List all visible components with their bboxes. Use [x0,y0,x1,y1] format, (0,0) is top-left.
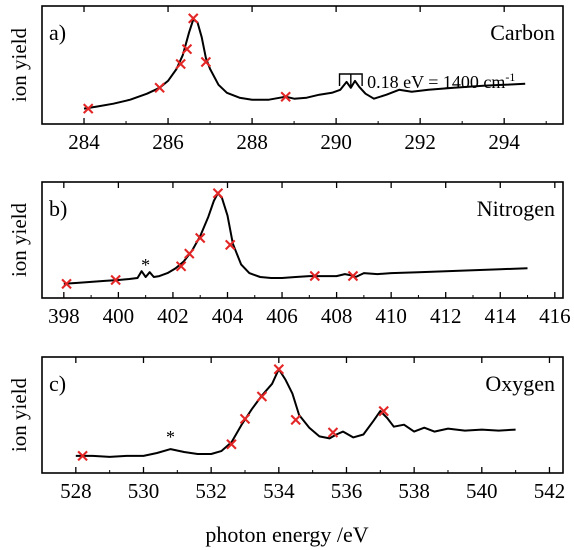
panel-2-x-tick-label: 408 [321,304,353,328]
panel-1-x-tick-label: 286 [152,130,184,154]
panel-2-label: b) [49,196,67,221]
panel-1-x-tick-label: 294 [488,130,520,154]
panel-3-marker-x [273,363,285,375]
panel-2-x-tick-label: 414 [485,304,517,328]
panel-2-series-line-1 [63,192,528,285]
panel-1-x-tick-label: 292 [404,130,436,154]
panel-3-x-tick-label: 536 [331,479,363,503]
panel-3-marker-x [256,391,268,402]
panel-3-marker-x [290,414,301,426]
panel-1-x-tick-label: 284 [68,130,100,154]
panel-3-x-tick-label: 542 [534,479,566,503]
panel-1-marker-x [175,58,186,70]
panel-2-marker-x [110,274,121,286]
panel-1-marker-x [200,56,212,68]
panel-3-marker-x [327,427,339,438]
panel-3-x-tick-label: 532 [195,479,227,503]
panel-3-marker-x [239,413,251,425]
panel-2-x-tick-label: 398 [48,304,80,328]
panel-3-frame [41,356,564,474]
panel-3-marker-x [378,405,389,417]
panel-2-marker-x [184,248,195,259]
panel-1-annotation-bracket [338,73,363,86]
panel-1-annotation-text: 0.18 eV = 1400 cm-1 [367,70,515,92]
shared-x-axis-label: photon energy /eV [205,522,369,547]
panel-2-marker-x [175,261,187,272]
panel-1-x-tick-label: 290 [320,130,352,154]
panel-2-x-tick-label: 406 [266,304,298,328]
panel-1-series-line-1 [83,18,526,110]
panel-2-marker-x [224,239,236,251]
panel-1-label: a) [49,20,66,45]
panel-2-frame [41,181,564,299]
panel-2-annotation-asterisk: * [141,255,150,275]
panel-1-marker-x [154,82,165,94]
panel-2-x-tick-label: 410 [375,304,407,328]
panel-3-label: c) [49,371,66,396]
panel-1-element-label: Carbon [490,20,555,45]
panel-3-series-line-1 [75,368,516,458]
panel-1-x-tick-label: 288 [236,130,268,154]
panel-2-x-tick-label: 404 [212,304,244,328]
panel-2-x-tick-label: 402 [157,304,189,328]
panel-2-marker-x [309,270,321,282]
panel-3-x-tick-label: 528 [60,479,92,503]
panel-1-frame [41,5,564,125]
panel-1-marker-x [181,43,193,55]
panel-2-y-axis-label: ion yield [7,202,31,277]
panel-2-marker-x [194,232,206,244]
panel-2-x-tick-label: 400 [103,304,135,328]
panel-1-y-axis-label: ion yield [7,27,31,102]
panel-2-x-tick-label: 412 [430,304,462,328]
panel-3-annotation-asterisk: * [166,427,175,447]
panel-1-marker-x [188,13,199,24]
panel-1-marker-x [280,91,291,102]
panel-3-x-tick-label: 530 [128,479,160,503]
panel-2-x-tick-label: 416 [539,304,571,328]
panel-3-x-tick-label: 534 [263,479,295,503]
panel-3-x-tick-label: 538 [398,479,430,503]
panel-2-marker-x [212,187,224,199]
panel-3-element-label: Oxygen [485,371,555,396]
panel-3-marker-x [77,450,88,462]
panel-3-x-tick-label: 540 [466,479,498,503]
panel-2-marker-x [347,270,359,282]
panel-2-marker-x [61,278,72,290]
panel-3-marker-x [226,438,237,450]
panel-3-y-axis-label: ion yield [7,377,31,452]
panel-2-element-label: Nitrogen [477,196,555,221]
panel-1-marker-x [82,103,94,114]
